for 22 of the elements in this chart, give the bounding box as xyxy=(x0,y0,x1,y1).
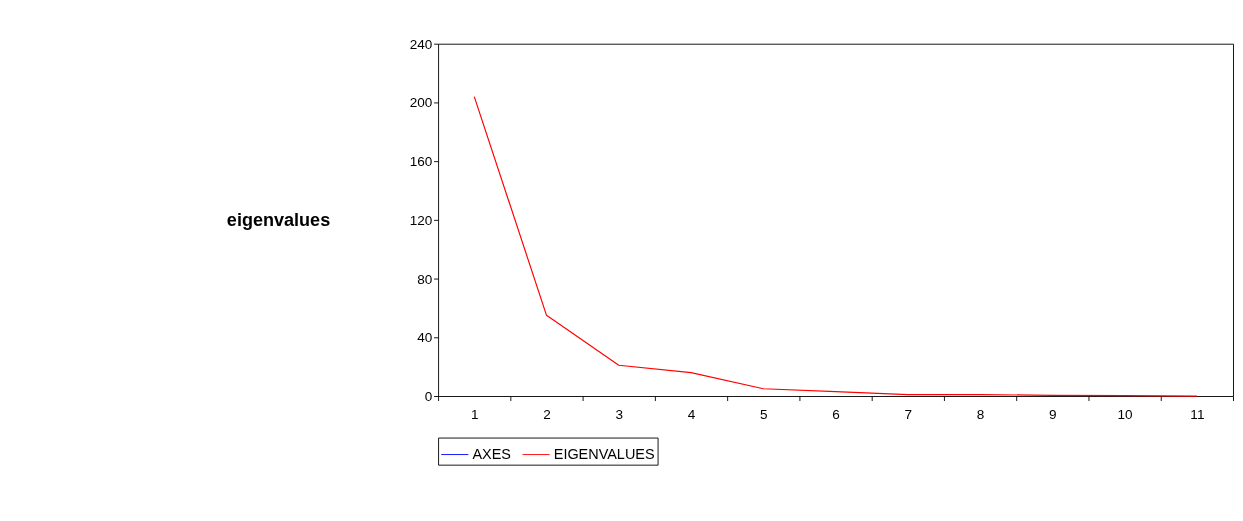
y-tick-label: 200 xyxy=(409,95,433,111)
y-tick-label: 160 xyxy=(409,154,433,170)
x-tick-label: 2 xyxy=(543,407,551,423)
x-tick-label: 5 xyxy=(760,407,768,423)
legend-label: EIGENVALUES xyxy=(553,446,655,463)
y-tick-label: 80 xyxy=(417,271,433,287)
x-tick-label: 7 xyxy=(904,407,913,423)
x-tick-label: 8 xyxy=(976,407,985,423)
x-tick-label: 9 xyxy=(1049,407,1057,423)
y-tick-label: 40 xyxy=(417,330,433,346)
y-tick-label: 120 xyxy=(409,212,433,228)
x-tick-label: 3 xyxy=(615,407,624,423)
y-tick-label: 0 xyxy=(424,389,433,405)
x-tick-label: 4 xyxy=(687,407,696,423)
x-tick-label: 10 xyxy=(1117,407,1133,423)
y-tick-label: 240 xyxy=(409,36,433,52)
legend-label: AXES xyxy=(472,446,511,463)
x-tick-label: 6 xyxy=(832,407,840,423)
x-tick-label: 1 xyxy=(470,407,479,423)
x-tick-label: 11 xyxy=(1190,407,1205,423)
line-series xyxy=(473,96,1198,397)
y-axis-title: eigenvalues xyxy=(226,209,331,230)
